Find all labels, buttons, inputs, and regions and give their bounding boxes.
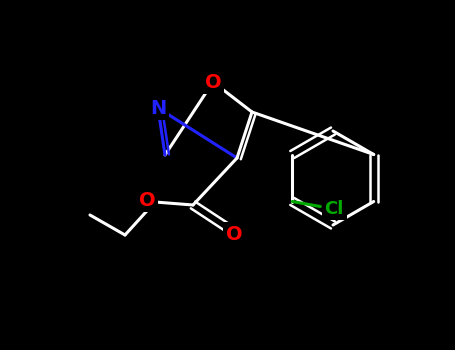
Text: O: O xyxy=(139,190,155,210)
Text: N: N xyxy=(150,98,166,118)
Text: O: O xyxy=(226,224,243,244)
Text: Cl: Cl xyxy=(324,199,344,217)
Text: O: O xyxy=(205,72,221,91)
